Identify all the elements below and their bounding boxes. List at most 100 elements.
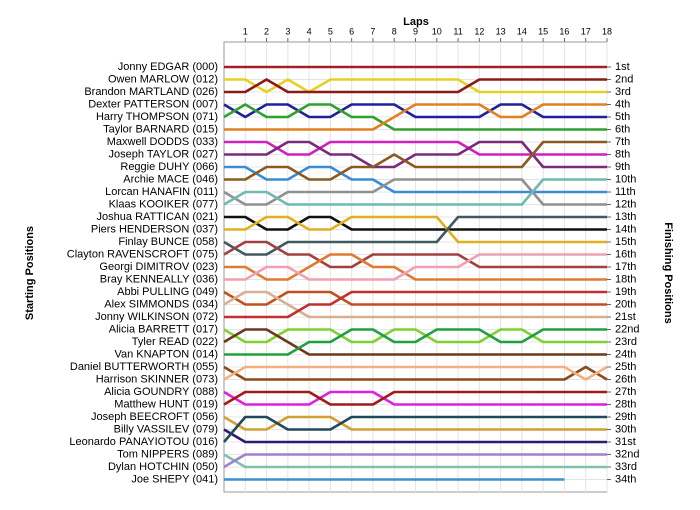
series-line bbox=[224, 165, 607, 194]
series-line bbox=[223, 328, 607, 344]
y-axis-title: Starting Positions bbox=[24, 226, 36, 320]
x-tick-label: 6 bbox=[349, 26, 354, 36]
legend-label: Clayton RAVENSCROFT (075) bbox=[67, 248, 218, 260]
y2-tick-label: 25th bbox=[615, 361, 636, 373]
series-line bbox=[224, 290, 607, 319]
series-line bbox=[223, 365, 608, 381]
x-tick-label: 17 bbox=[581, 26, 591, 36]
y2-tick-label: 13th bbox=[615, 211, 636, 223]
series-line bbox=[223, 103, 607, 131]
legend-label: Klaas KOOIKER (077) bbox=[109, 198, 218, 210]
legend-label: Abbi PULLING (049) bbox=[117, 286, 218, 298]
x-tick-label: 16 bbox=[559, 26, 569, 36]
y2-tick-label: 27th bbox=[615, 386, 636, 398]
series-line bbox=[224, 328, 607, 356]
x-tick-label: 2 bbox=[264, 26, 269, 36]
y2-tick-label: 14th bbox=[615, 223, 636, 235]
series-line bbox=[223, 453, 607, 469]
series-line bbox=[224, 215, 607, 231]
series-line bbox=[223, 328, 607, 356]
legend-label: Joe SHEPY (041) bbox=[131, 473, 218, 485]
y2-tick-label: 7th bbox=[615, 136, 630, 148]
series-line bbox=[224, 140, 607, 169]
series-line bbox=[224, 140, 607, 181]
y2-tick-label: 18th bbox=[615, 273, 636, 285]
x-tick-label: 18 bbox=[602, 26, 612, 36]
series-line bbox=[223, 290, 607, 306]
series-line bbox=[223, 103, 607, 119]
y2-tick-label: 34th bbox=[615, 473, 636, 485]
y2-tick-label: 19th bbox=[615, 286, 636, 298]
series-line bbox=[223, 415, 607, 443]
x-tick-label: 13 bbox=[496, 26, 506, 36]
y2-tick-label: 23rd bbox=[615, 336, 637, 348]
legend-label: Owen MARLOW (012) bbox=[108, 73, 218, 85]
legend-label: Taylor BARNARD (015) bbox=[103, 123, 218, 135]
series-line bbox=[224, 253, 607, 281]
y2-tick-label: 22nd bbox=[615, 323, 639, 335]
y2-tick-label: 9th bbox=[615, 161, 630, 173]
legend-label: Jonny WILKINSON (072) bbox=[95, 311, 218, 323]
legend-label: Daniel BUTTERWORTH (055) bbox=[70, 361, 218, 373]
legend-label: Tom NIPPERS (089) bbox=[117, 448, 218, 460]
y2-tick-label: 16th bbox=[615, 248, 636, 260]
x-tick-label: 3 bbox=[285, 26, 290, 36]
y2-tick-label: 29th bbox=[615, 411, 636, 423]
series-line bbox=[224, 253, 607, 281]
y2-tick-label: 28th bbox=[615, 398, 636, 410]
legend-label: Tyler READ (022) bbox=[132, 336, 218, 348]
series-line bbox=[223, 390, 607, 406]
legend-label: Alex SIMMONDS (034) bbox=[104, 298, 218, 310]
x-tick-label: 1 bbox=[243, 26, 248, 36]
legend-label: Joseph TAYLOR (027) bbox=[109, 148, 218, 160]
series-line bbox=[223, 178, 607, 206]
y2-tick-label: 33rd bbox=[615, 461, 637, 473]
legend-label: Dylan HOTCHIN (050) bbox=[108, 461, 218, 473]
y2-tick-label: 24th bbox=[615, 348, 636, 360]
y2-tick-label: 6th bbox=[615, 123, 630, 135]
y2-tick-label: 31st bbox=[615, 436, 636, 448]
legend-label: Jonny EDGAR (000) bbox=[118, 61, 218, 73]
y2-tick-label: 26th bbox=[615, 373, 636, 385]
y2-tick-label: 12th bbox=[615, 198, 636, 210]
series-line bbox=[224, 140, 607, 156]
series-line bbox=[224, 215, 607, 244]
series-line bbox=[223, 415, 607, 431]
y2-tick-label: 3rd bbox=[615, 86, 631, 98]
legend-label: Bray KENNEALLY (036) bbox=[100, 273, 218, 285]
x-tick-label: 14 bbox=[517, 26, 527, 36]
y2-tick-label: 15th bbox=[615, 236, 636, 248]
legend-label: Joshua RATTICAN (021) bbox=[97, 211, 218, 223]
legend-label: Dexter PATTERSON (007) bbox=[88, 98, 218, 110]
legend-label: Billy VASSILEV (079) bbox=[114, 423, 218, 435]
legend-label: Archie MACE (046) bbox=[123, 173, 218, 185]
y2-axis-title: Finishing Positions bbox=[662, 222, 674, 323]
series-line bbox=[223, 453, 607, 469]
series-line bbox=[223, 428, 607, 444]
series-line bbox=[223, 390, 607, 406]
y2-tick-label: 17th bbox=[615, 261, 636, 273]
legend-label: Lorcan HANAFIN (011) bbox=[105, 186, 218, 198]
legend-label: Alicia GOUNDRY (088) bbox=[104, 386, 218, 398]
legend-label: Reggie DUHY (066) bbox=[120, 161, 218, 173]
legend-label: Matthew HUNT (019) bbox=[114, 398, 218, 410]
x-tick-label: 8 bbox=[392, 26, 397, 36]
y2-tick-label: 30th bbox=[615, 423, 636, 435]
x-tick-label: 4 bbox=[307, 26, 312, 36]
x-tick-label: 12 bbox=[474, 26, 484, 36]
legend-label: Maxwell DODDS (033) bbox=[107, 136, 218, 148]
x-tick-label: 15 bbox=[538, 26, 548, 36]
x-tick-label: 7 bbox=[370, 26, 375, 36]
y2-tick-label: 1st bbox=[615, 61, 630, 73]
x-tick-label: 11 bbox=[453, 26, 462, 36]
y2-tick-label: 2nd bbox=[615, 73, 633, 85]
legend-label: Alicia BARRETT (017) bbox=[109, 323, 218, 335]
legend-label: Piers HENDERSON (037) bbox=[91, 223, 218, 235]
y2-tick-label: 8th bbox=[615, 148, 630, 160]
y2-tick-label: 10th bbox=[615, 173, 636, 185]
series-line bbox=[223, 178, 607, 206]
x-tick-label: 10 bbox=[432, 26, 442, 36]
legend-label: Van KNAPTON (014) bbox=[114, 348, 218, 360]
series-line bbox=[223, 365, 608, 381]
